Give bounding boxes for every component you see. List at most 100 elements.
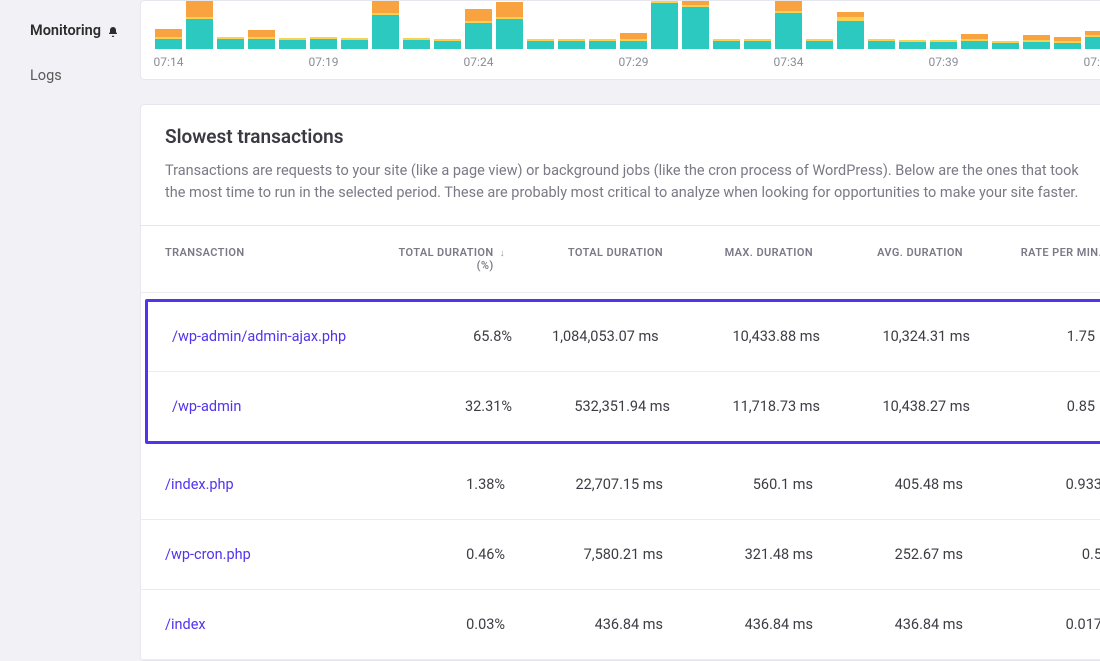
cell-pct: 0.46%: [385, 546, 505, 563]
chart-x-tick: 07:34: [774, 55, 804, 69]
chart-bar-segment: [1085, 37, 1100, 49]
chart-bar-segment: [372, 1, 399, 13]
chart-bar-segment: [961, 41, 988, 49]
chart-bar-segment: [155, 39, 182, 49]
chart-bar: [155, 29, 182, 49]
chart-bar: [713, 39, 740, 49]
main-content: 07:1407:1907:2407:2907:3407:3907:44 Slow…: [140, 0, 1100, 661]
transaction-link[interactable]: /index.php: [165, 476, 234, 493]
transaction-link[interactable]: /wp-cron.php: [165, 546, 251, 563]
chart-bar: [465, 9, 492, 49]
sidebar-item-label: Monitoring: [30, 22, 101, 39]
chart-bar: [248, 30, 275, 49]
cell-pct: 1.38%: [385, 476, 505, 493]
chart-bar-segment: [1054, 43, 1081, 49]
chart-bar-segment: [837, 21, 864, 49]
chart-bar-segment: [589, 41, 616, 49]
cell-rate: 0.933: [963, 476, 1100, 493]
cell-total: 532,351.94 ms: [512, 398, 670, 415]
chart-bar: [930, 40, 957, 49]
table-row: /index0.03%436.84 ms436.84 ms436.84 ms0.…: [141, 590, 1100, 660]
chart-x-tick: 07:19: [309, 55, 339, 69]
chart-bar: [589, 39, 616, 49]
chart-bar: [961, 34, 988, 49]
chart-bar: [837, 12, 864, 49]
sidebar-item-logs[interactable]: Logs: [30, 67, 140, 84]
cell-rate: 1.75: [970, 328, 1095, 345]
cell-rate: 0.5: [963, 546, 1100, 563]
sidebar-item-monitoring[interactable]: Monitoring: [30, 22, 140, 39]
table-row: /wp-admin/admin-ajax.php65.8%1,084,053.0…: [148, 302, 1100, 372]
transaction-link[interactable]: /wp-admin: [172, 398, 241, 415]
chart-bar-segment: [558, 41, 585, 49]
chart-bar-segment: [496, 19, 523, 49]
chart-bar-segment: [434, 41, 461, 49]
chart-bar: [496, 2, 523, 49]
chart-bar-segment: [775, 13, 802, 49]
table-header: TRANSACTION TOTAL DURATION (%) ↓ TOTAL D…: [141, 226, 1100, 293]
cell-max: 10,433.88 ms: [670, 328, 820, 345]
col-header-avg[interactable]: AVG. DURATION: [813, 246, 963, 272]
chart-bar-segment: [248, 30, 275, 37]
chart-bar-segment: [527, 41, 554, 49]
col-header-transaction[interactable]: TRANSACTION: [165, 246, 385, 272]
bell-icon: [107, 25, 119, 37]
chart-bar: [806, 39, 833, 49]
chart-bar-segment: [217, 39, 244, 49]
sidebar-item-label: Logs: [30, 67, 62, 84]
chart-x-tick: 07:44: [1084, 55, 1100, 69]
chart-bar-segment: [682, 7, 709, 49]
table-row: /wp-cron.php0.46%7,580.21 ms321.48 ms252…: [141, 520, 1100, 590]
transaction-link[interactable]: /index: [165, 616, 206, 633]
chart-bar-segment: [155, 29, 182, 37]
chart-bar-segment: [465, 23, 492, 49]
chart-bar-segment: [279, 40, 306, 49]
sidebar: Monitoring Logs: [0, 0, 140, 661]
cell-avg: 252.67 ms: [813, 546, 963, 563]
chart-bar-segment: [496, 2, 523, 17]
chart-bar: [217, 37, 244, 49]
cell-total: 22,707.15 ms: [505, 476, 663, 493]
chart-bar-segment: [992, 43, 1019, 49]
cell-max: 560.1 ms: [663, 476, 813, 493]
chart-bar-segment: [899, 42, 926, 49]
chart-bar: [279, 38, 306, 49]
chart-bar-segment: [248, 39, 275, 49]
cell-pct: 0.03%: [385, 616, 505, 633]
cell-max: 11,718.73 ms: [670, 398, 820, 415]
chart-x-tick: 07:24: [464, 55, 494, 69]
chart-bar-segment: [744, 41, 771, 49]
chart-bar-segment: [403, 40, 430, 49]
cell-rate: 0.85: [970, 398, 1095, 415]
chart-bar: [620, 33, 647, 49]
chart-bar-segment: [372, 15, 399, 49]
chart-bar-segment: [341, 40, 368, 49]
chart-x-tick: 07:29: [619, 55, 649, 69]
table-row: /index.php1.38%22,707.15 ms560.1 ms405.4…: [141, 450, 1100, 520]
chart-bar: [186, 1, 213, 49]
chart-bar-segment: [651, 3, 678, 49]
chart-bar: [868, 39, 895, 49]
chart-bar: [558, 39, 585, 49]
chart-bar: [682, 1, 709, 49]
col-header-rate[interactable]: RATE PER MIN.: [963, 246, 1100, 272]
col-header-pct[interactable]: TOTAL DURATION (%) ↓: [385, 246, 505, 272]
col-header-max[interactable]: MAX. DURATION: [663, 246, 813, 272]
chart-bar: [775, 1, 802, 49]
chart-x-tick: 07:14: [154, 55, 184, 69]
stacked-bar-chart: [155, 1, 1100, 49]
chart-bar-segment: [310, 39, 337, 49]
chart-x-axis: 07:1407:1907:2407:2907:3407:3907:44: [155, 55, 1100, 71]
table-row: /wp-admin32.31%532,351.94 ms11,718.73 ms…: [148, 372, 1100, 441]
chart-bar: [992, 41, 1019, 49]
col-header-pct-label: TOTAL DURATION (%): [385, 246, 494, 272]
cell-total: 7,580.21 ms: [505, 546, 663, 563]
transactions-chart-card: 07:1407:1907:2407:2907:3407:3907:44: [140, 0, 1100, 80]
chart-bar-segment: [465, 9, 492, 21]
chart-bar-segment: [806, 41, 833, 49]
transaction-link[interactable]: /wp-admin/admin-ajax.php: [172, 328, 346, 345]
chart-bar: [1085, 31, 1100, 49]
chart-bar-segment: [620, 41, 647, 49]
cell-avg: 10,324.31 ms: [820, 328, 970, 345]
col-header-total[interactable]: TOTAL DURATION: [505, 246, 663, 272]
